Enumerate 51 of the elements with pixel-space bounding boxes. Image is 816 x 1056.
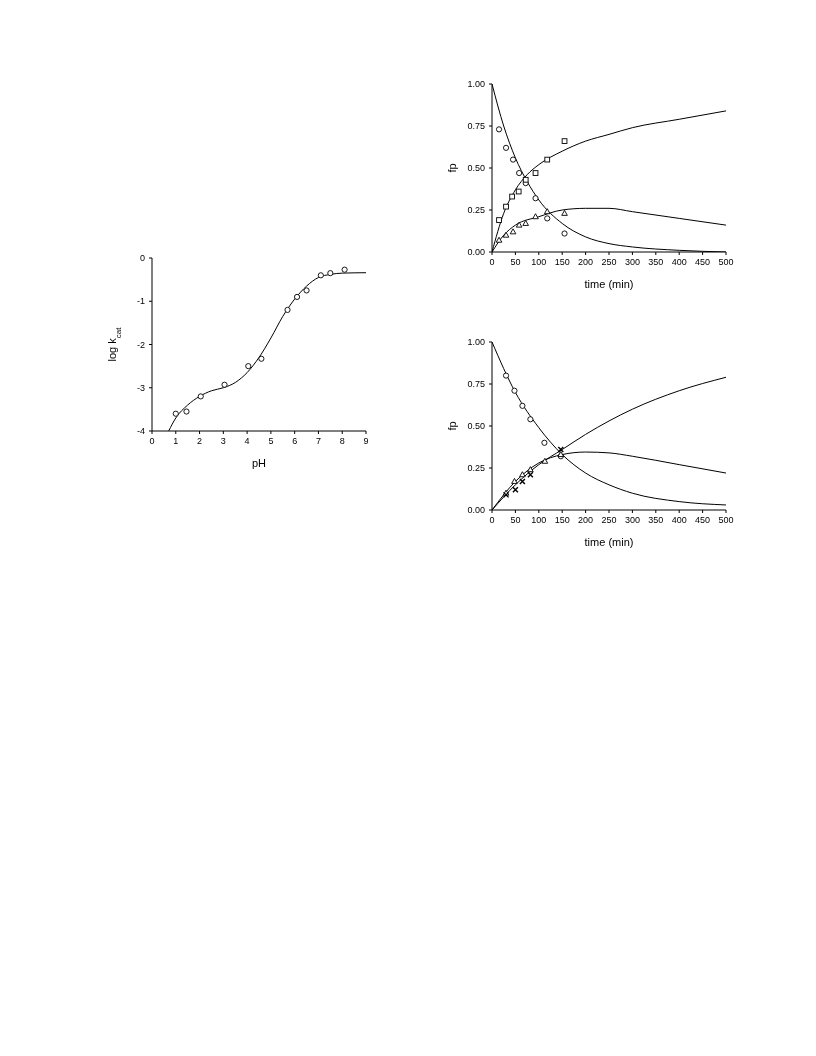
x-tick-label: 0 bbox=[489, 515, 495, 526]
y-tick-label: -1 bbox=[136, 296, 145, 307]
x-tick-label: 500 bbox=[718, 515, 734, 526]
x-tick-label: 1 bbox=[173, 436, 179, 447]
y-tick-label: 1.00 bbox=[467, 337, 485, 348]
x-tick-label: 400 bbox=[671, 515, 687, 526]
y-tick-label: 0.25 bbox=[467, 463, 485, 474]
y-tick-label: 0.75 bbox=[467, 379, 485, 390]
x-axis-title: pH bbox=[251, 457, 267, 469]
y-axis-title: fp bbox=[446, 163, 458, 173]
y-tick-label: 0.50 bbox=[467, 163, 485, 174]
x-tick-label: 350 bbox=[648, 257, 664, 268]
x-tick-label: 9 bbox=[363, 436, 369, 447]
x-tick-label: 8 bbox=[339, 436, 345, 447]
y-tick-label: 0.25 bbox=[467, 205, 485, 216]
x-tick-label: 300 bbox=[624, 257, 640, 268]
y-tick-label: 0.00 bbox=[467, 505, 485, 516]
x-tick-label: 250 bbox=[601, 257, 617, 268]
x-tick-label: 5 bbox=[268, 436, 274, 447]
x-tick-label: 300 bbox=[624, 515, 640, 526]
x-tick-label: 50 bbox=[510, 515, 521, 526]
x-tick-label: 100 bbox=[531, 257, 547, 268]
y-tick-label: 0.75 bbox=[467, 121, 485, 132]
x-tick-label: 0 bbox=[489, 257, 495, 268]
y-tick-label: 0.00 bbox=[467, 247, 485, 258]
x-tick-label: 100 bbox=[531, 515, 547, 526]
x-tick-label: 500 bbox=[718, 257, 734, 268]
x-tick-label: 150 bbox=[554, 257, 570, 268]
x-tick-label: 450 bbox=[695, 515, 711, 526]
y-axis-title: fp bbox=[446, 421, 458, 431]
y-tick-label: -2 bbox=[136, 339, 145, 350]
x-axis-title: time (min) bbox=[584, 278, 634, 290]
x-axis-title: time (min) bbox=[584, 536, 634, 548]
x-tick-label: 450 bbox=[695, 257, 711, 268]
x-tick-label: 50 bbox=[510, 257, 521, 268]
x-tick-label: 6 bbox=[292, 436, 298, 447]
x-tick-label: 150 bbox=[554, 515, 570, 526]
x-tick-label: 2 bbox=[197, 436, 203, 447]
x-tick-label: 0 bbox=[149, 436, 155, 447]
y-tick-label: 0.50 bbox=[467, 421, 485, 432]
x-tick-label: 250 bbox=[601, 515, 617, 526]
x-tick-label: 4 bbox=[244, 436, 250, 447]
x-tick-label: 350 bbox=[648, 515, 664, 526]
x-tick-label: 7 bbox=[315, 436, 321, 447]
x-tick-label: 400 bbox=[671, 257, 687, 268]
y-tick-label: -3 bbox=[136, 382, 145, 393]
x-tick-label: 3 bbox=[220, 436, 226, 447]
y-tick-label: -4 bbox=[136, 426, 145, 437]
x-tick-label: 200 bbox=[578, 257, 594, 268]
x-tick-label: 200 bbox=[578, 515, 594, 526]
y-tick-label: 1.00 bbox=[467, 79, 485, 90]
